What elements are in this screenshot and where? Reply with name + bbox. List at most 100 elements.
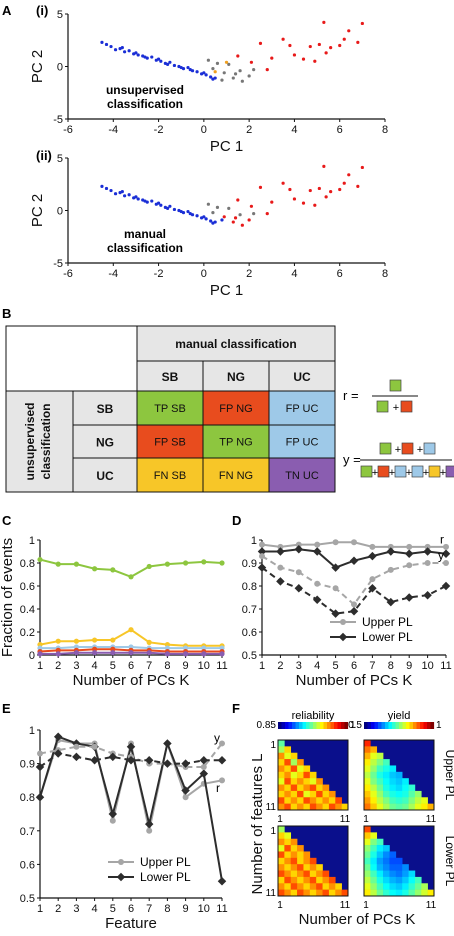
heatmap-cell (414, 790, 422, 798)
heatmap-cell (341, 803, 349, 811)
panel-letter-b: B (2, 306, 11, 321)
heatmap-cell (389, 778, 397, 785)
data-point (295, 569, 302, 576)
data-point (127, 193, 131, 197)
heatmap-cell (389, 876, 397, 884)
data-point (257, 547, 267, 556)
data-point (308, 188, 312, 193)
legend-marker (338, 632, 348, 642)
heatmap-cell (309, 778, 317, 785)
x-tick-label: 5 (110, 660, 116, 672)
heatmap-cell (408, 889, 416, 897)
heatmap-cell (284, 883, 292, 890)
heatmap-cell (278, 752, 285, 760)
data-point (386, 547, 396, 556)
x-tick-label: 9 (406, 660, 412, 672)
data-point (183, 560, 189, 566)
heatmap-cell (364, 845, 371, 852)
data-point (252, 68, 256, 72)
data-point (219, 777, 225, 784)
confusion-cell (202, 457, 270, 493)
heatmap-cell (322, 797, 330, 804)
data-point (270, 200, 274, 204)
data-point (146, 563, 152, 570)
heatmap-cell (335, 803, 342, 811)
heatmap-cell (408, 876, 416, 884)
colorbar-segment (344, 722, 349, 729)
heatmap-cell (328, 797, 336, 804)
colorbar-segment (367, 722, 372, 729)
heatmap-cell (370, 797, 378, 804)
heatmap-cell (284, 765, 292, 773)
confusion-cell-label: FN NG (219, 470, 253, 482)
confusion-cell (268, 457, 336, 493)
colorbar-segment (392, 722, 396, 729)
data-point (215, 205, 220, 209)
heatmap-cell (335, 889, 342, 897)
data-point (349, 607, 359, 616)
colorbar-segment (337, 722, 342, 729)
heatmap-cell (316, 797, 323, 804)
x-tick-label: 1 (277, 900, 283, 911)
data-point (441, 581, 451, 591)
data-point (347, 173, 351, 177)
series-line (39, 752, 222, 768)
heatmap-cell (290, 752, 298, 760)
colorbar-segment (309, 722, 314, 729)
data-point (238, 213, 242, 217)
heatmap-cell (370, 771, 378, 779)
heatmap-cell (284, 870, 292, 878)
heatmap-cell (290, 845, 298, 852)
data-point (270, 56, 274, 60)
y-tick-label: 0.6 (20, 581, 35, 593)
data-point (301, 57, 306, 61)
color-square (445, 465, 454, 478)
heatmap-cell (408, 870, 416, 878)
color-square (360, 465, 373, 478)
data-point (217, 755, 227, 765)
heatmap-cell (297, 845, 304, 852)
x-tick-label: 8 (382, 268, 388, 280)
colorbar-segment (278, 722, 282, 729)
data-point (338, 43, 342, 48)
heatmap-cell (383, 771, 390, 779)
heatmap-cell (383, 851, 390, 859)
heatmap-cell (328, 876, 336, 884)
x-tick-label: 6 (128, 660, 134, 672)
data-point (113, 48, 118, 52)
heatmap-cell (408, 797, 416, 804)
heatmap-cell (297, 765, 304, 773)
header-manual: manual classification (175, 337, 296, 351)
heatmap-cell (383, 883, 390, 890)
heatmap-cell (370, 889, 378, 897)
x-tick-label: 9 (183, 660, 189, 672)
data-point (37, 556, 43, 563)
y-tick-label: 1 (270, 740, 276, 751)
data-point (146, 650, 152, 656)
plus-sign: + (389, 467, 395, 479)
heatmap-cell (290, 851, 298, 859)
colorbar-segment (316, 722, 321, 729)
y-tick-label: 0.7 (20, 826, 35, 838)
heatmap-cell (395, 876, 403, 884)
colorbar-segment (323, 722, 328, 729)
colorbar-segment (388, 722, 393, 729)
heatmap-cell (364, 857, 371, 865)
data-point (387, 566, 394, 573)
colorbar-segment (295, 722, 300, 729)
data-point (236, 198, 240, 202)
heatmap-cell (383, 864, 390, 871)
data-point (188, 68, 192, 72)
heatmap-cell (284, 771, 292, 779)
y-tick-label: 5 (57, 153, 63, 165)
x-tick-label: -6 (63, 124, 73, 136)
data-point (317, 186, 321, 191)
heatmap-cell (297, 771, 304, 779)
heatmap-cell (376, 771, 384, 779)
y-tick-label: 0 (57, 206, 63, 218)
confusion-cell-label: FP UC (286, 437, 319, 449)
x-tick-label: 4 (92, 903, 98, 915)
heatmap-cell (383, 889, 390, 897)
heatmap-cell (290, 864, 298, 871)
heatmap-cell (309, 883, 317, 890)
